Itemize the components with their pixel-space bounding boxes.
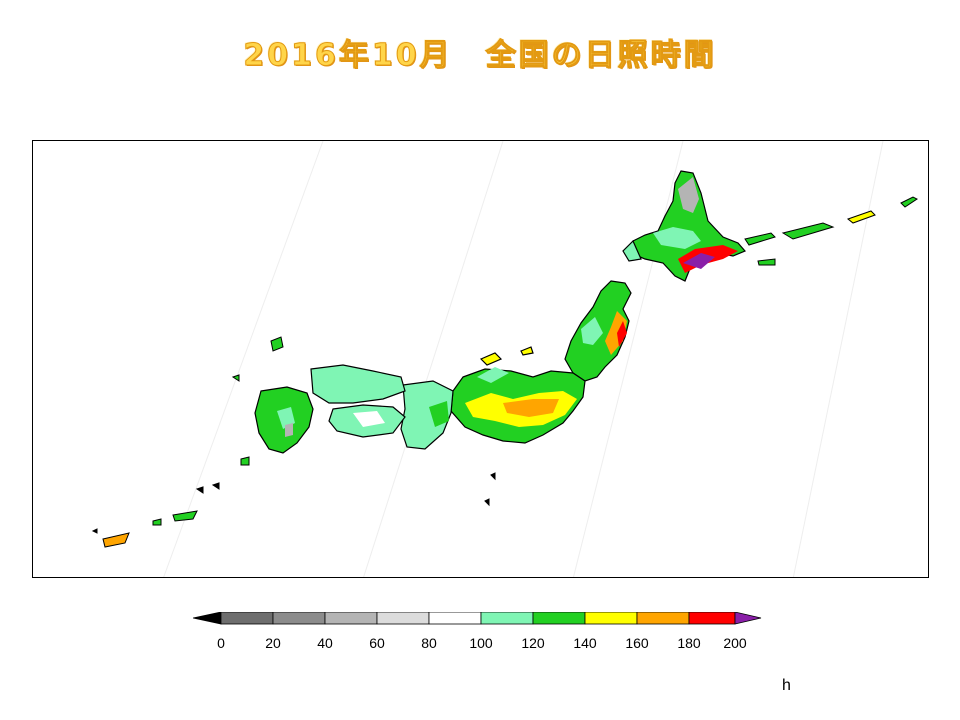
- kinki-region: [400, 380, 454, 450]
- legend-swatch: [480, 611, 534, 625]
- legend-tick-label: 100: [469, 635, 493, 651]
- legend-swatch: [532, 611, 586, 625]
- legend-tick-label: 180: [677, 635, 701, 651]
- legend-tick-label: 80: [421, 635, 437, 651]
- kuril-islands: [744, 196, 918, 266]
- japan-sunshine-map: [91, 141, 918, 577]
- tohoku-region: [564, 280, 632, 382]
- legend-swatch: [636, 611, 690, 625]
- legend-tick-label: 40: [317, 635, 333, 651]
- color-legend-bar: 0 20 40 60 80 100 120 140 160 180 200: [192, 611, 762, 651]
- legend-tick-label: 20: [265, 635, 281, 651]
- kyushu-region: [254, 386, 314, 454]
- graticule: [163, 141, 884, 577]
- legend-swatch: [272, 611, 326, 625]
- legend-tick-label: 120: [521, 635, 545, 651]
- legend-swatch: [324, 611, 378, 625]
- legend-swatch: [220, 611, 274, 625]
- legend-tick-label: 0: [217, 635, 225, 651]
- hokkaido-region: [622, 170, 747, 282]
- legend-swatch: [584, 611, 638, 625]
- legend-swatch-above-max: [734, 611, 762, 625]
- page-title: 2016年10月 全国の日照時間: [243, 38, 717, 74]
- southwest-islands: [91, 336, 496, 548]
- chugoku-shikoku-region: [310, 364, 406, 438]
- legend-swatch: [428, 611, 482, 625]
- legend-tick-label: 60: [369, 635, 385, 651]
- color-legend: 0 20 40 60 80 100 120 140 160 180 200: [192, 611, 763, 666]
- legend-unit-label: h: [782, 677, 791, 694]
- legend-tick-label: 200: [723, 635, 747, 651]
- legend-swatch: [376, 611, 430, 625]
- legend-swatch-below-min: [192, 611, 222, 625]
- chubu-kanto-region: [450, 346, 586, 444]
- map-frame: [32, 140, 929, 578]
- legend-swatch: [688, 611, 736, 625]
- legend-tick-label: 160: [625, 635, 649, 651]
- legend-tick-label: 140: [573, 635, 597, 651]
